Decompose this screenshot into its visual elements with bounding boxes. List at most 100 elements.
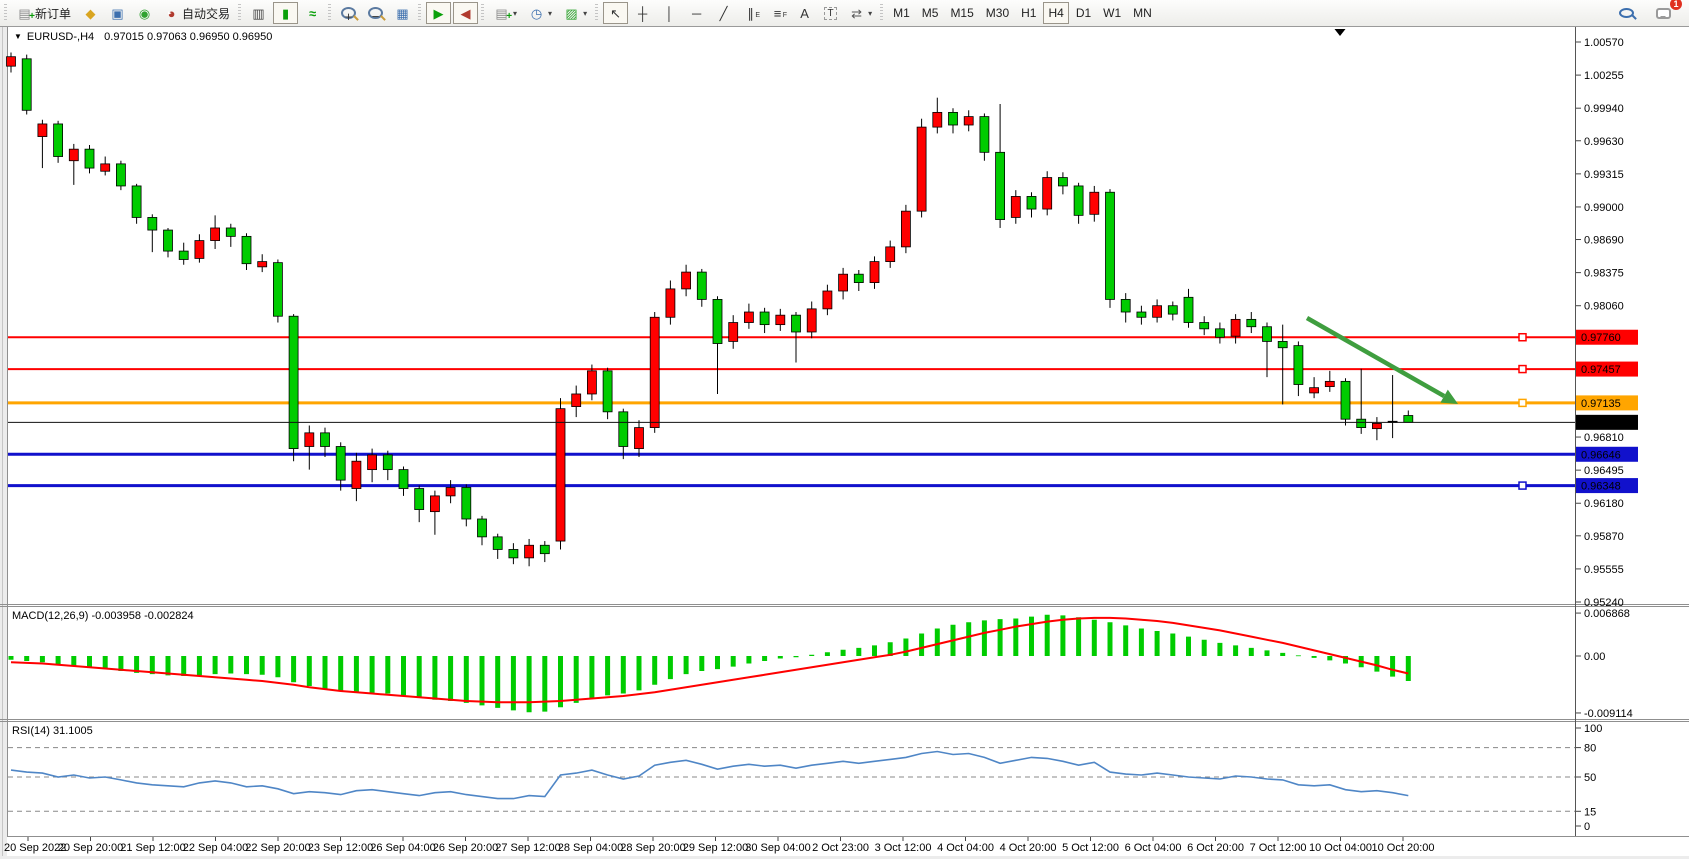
candle <box>1073 185 1084 216</box>
candle <box>37 123 48 137</box>
tile-windows-button[interactable]: ▦ <box>390 2 415 24</box>
macd-histogram-bar <box>1123 625 1129 656</box>
candle <box>21 58 32 111</box>
time-tick-label: 27 Sep 12:00 <box>495 842 560 854</box>
candlestick-chart-button[interactable]: ▮ <box>273 2 299 24</box>
bar-chart-button[interactable]: ▥ <box>246 2 271 24</box>
zoom-out-button[interactable]: − <box>363 2 388 24</box>
tf-m15-button[interactable]: M15 <box>945 2 978 24</box>
tf-m1-button[interactable]: M1 <box>888 2 915 24</box>
candle <box>116 163 126 187</box>
chart-ohlc-values: 0.97015 0.97063 0.96950 0.96950 <box>104 31 273 43</box>
macd-histogram-bar <box>1029 616 1034 656</box>
line-handle[interactable] <box>1518 481 1527 490</box>
tf-h1-button[interactable]: H1 <box>1016 2 1041 24</box>
market-button[interactable]: ▣ <box>105 2 130 24</box>
tf-mn-button[interactable]: MN <box>1128 2 1157 24</box>
crosshair-icon: ┼ <box>637 5 648 21</box>
axis-tick-label: 0.99940 <box>1584 103 1624 115</box>
candle <box>838 273 848 292</box>
text-icon: A <box>800 5 809 21</box>
support-line-1-badge[interactable] <box>1576 446 1638 462</box>
toolbar-grip <box>880 4 884 22</box>
signals-button[interactable]: ◉ <box>132 2 157 24</box>
tf-h4-button[interactable]: H4 <box>1043 2 1069 24</box>
tf-m1-button-label: M1 <box>893 6 910 20</box>
macd-histogram-bar <box>181 656 187 676</box>
trend-arrow[interactable] <box>1305 316 1458 404</box>
collapse-triangle-icon[interactable]: ▼ <box>14 32 22 41</box>
candle <box>634 427 644 450</box>
rsi-line <box>10 750 1409 800</box>
candle <box>367 454 378 471</box>
support-line-2-badge-label: 0.96348 <box>1581 481 1621 493</box>
new-order-button-label: 新订单 <box>35 6 72 21</box>
candle <box>681 271 691 290</box>
macd-histogram-bar <box>416 656 422 698</box>
line-handle[interactable] <box>1518 332 1527 342</box>
pivot-line-badge[interactable] <box>1576 395 1638 411</box>
candle <box>901 210 911 248</box>
fibonacci-button[interactable]: ≡ <box>765 2 790 24</box>
tf-w1-button[interactable]: W1 <box>1098 2 1126 24</box>
support-line-2-badge[interactable] <box>1576 478 1638 494</box>
new-order-button[interactable]: ▤新订单 <box>12 2 76 24</box>
candle <box>194 240 205 259</box>
axis-tick-label: 0.98060 <box>1584 301 1624 313</box>
arrows-button[interactable]: ⇄ ▾ <box>844 2 877 24</box>
candle <box>1309 387 1319 394</box>
macd-histogram-bar <box>558 656 563 708</box>
metaeditor-button[interactable]: ◆ <box>78 2 103 24</box>
channel-button[interactable]: ∥ <box>738 2 763 24</box>
shift-marker[interactable] <box>1334 29 1346 36</box>
text-button[interactable]: A <box>792 2 817 24</box>
channel-icon: ∥ <box>743 6 760 23</box>
candle <box>272 262 283 317</box>
bid-price-badge[interactable] <box>1576 414 1638 430</box>
candle <box>492 536 503 550</box>
macd-histogram-bar <box>55 656 61 665</box>
search-button[interactable] <box>1614 2 1639 24</box>
toolbar-grip <box>418 4 422 22</box>
line-handle[interactable] <box>1518 364 1527 374</box>
line-handle[interactable] <box>1518 398 1527 408</box>
trendline-button[interactable]: ╱ <box>711 2 736 24</box>
periods-button[interactable]: ◷ ▾ <box>524 2 557 24</box>
macd-histogram-bar <box>1170 633 1176 656</box>
tf-d1-button[interactable]: D1 <box>1071 2 1096 24</box>
resistance-line-2-badge[interactable] <box>1576 361 1638 377</box>
text-label-button[interactable]: T <box>819 2 842 24</box>
candle <box>1199 322 1210 330</box>
candle <box>744 311 754 323</box>
macd-pane <box>8 614 1411 713</box>
price-axis[interactable]: 1.00570 1.00255 0.99940 0.99630 0.99315 0.990… <box>1518 27 1638 836</box>
chart-shift-button[interactable]: ◀ <box>453 2 479 24</box>
rsi-pane <box>8 747 1575 812</box>
tf-m5-button[interactable]: M5 <box>917 2 944 24</box>
line-chart-button[interactable]: ≈ <box>300 2 325 24</box>
auto-scroll-button[interactable]: ▶ <box>426 2 452 24</box>
horizontal-line-button[interactable]: ─ <box>684 2 709 24</box>
macd-histogram-bar <box>1264 650 1270 656</box>
cursor-button[interactable]: ↖ <box>603 2 629 24</box>
notifications-button[interactable]: 1 <box>1651 0 1682 24</box>
candle <box>1372 422 1382 430</box>
crosshair-button[interactable]: ┼ <box>630 2 655 24</box>
tf-m30-button[interactable]: M30 <box>981 2 1014 24</box>
axis-tick-label: 0.98375 <box>1584 268 1624 280</box>
indicators-button[interactable]: ▤▾ <box>489 2 522 24</box>
macd-histogram-bar <box>1311 656 1317 658</box>
resistance-line-1-badge[interactable] <box>1576 329 1638 345</box>
macd-histogram-bar <box>1390 656 1396 677</box>
zoom-in-button[interactable]: + <box>336 2 361 24</box>
vertical-line-button[interactable]: │ <box>657 2 682 24</box>
autotrading-button[interactable]: ●自动交易 <box>159 2 235 24</box>
time-tick-label: 4 Oct 20:00 <box>1000 842 1057 854</box>
templates-button[interactable]: ▨ ▾ <box>559 2 592 24</box>
chart-shift-icon: ◀ <box>460 5 471 21</box>
candle <box>979 116 990 153</box>
macd-histogram-bar <box>338 656 344 691</box>
